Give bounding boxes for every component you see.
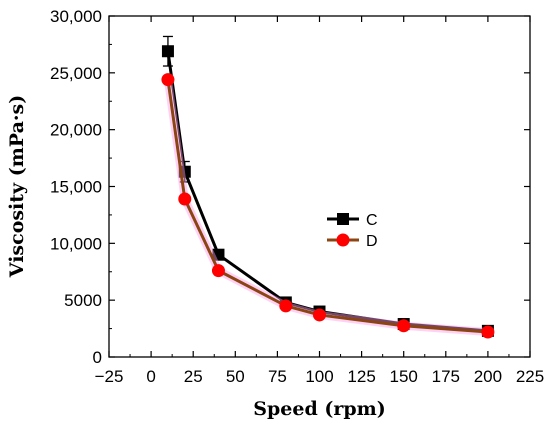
axis-ticks xyxy=(108,15,531,358)
x-tick-label: 75 xyxy=(268,367,287,386)
y-axis-title: Viscosity (mPa·s) xyxy=(6,95,28,278)
y-tick-label: 5000 xyxy=(64,291,102,310)
series-d-shadow xyxy=(163,79,489,336)
x-tick-label: 200 xyxy=(474,367,502,386)
data-point-c xyxy=(161,45,174,58)
x-tick-label: 150 xyxy=(390,367,418,386)
data-point-d xyxy=(178,192,192,206)
legend-label-d: D xyxy=(366,233,378,250)
data-point-d xyxy=(161,73,175,87)
y-tick-label: 0 xyxy=(93,348,102,367)
y-tick-label: 10,000 xyxy=(50,234,102,253)
data-point-d xyxy=(211,264,225,278)
series-layer xyxy=(161,35,495,339)
series-d xyxy=(161,73,495,339)
legend: C D xyxy=(327,212,378,250)
series-c xyxy=(161,35,494,337)
data-point-d xyxy=(313,308,326,322)
data-point-d xyxy=(397,319,411,333)
legend-marker-c xyxy=(337,213,349,225)
data-point-c xyxy=(212,248,225,261)
data-point-d xyxy=(279,299,293,313)
y-tick-label: 15,000 xyxy=(50,178,102,197)
x-tick-label: 125 xyxy=(347,367,375,386)
y-tick-label: 25,000 xyxy=(50,64,102,83)
y-tick-labels: 0 5000 10,000 15,000 20,000 25,000 30,000 xyxy=(50,7,102,367)
x-tick-label: 175 xyxy=(432,367,460,386)
x-tick-label: 25 xyxy=(184,367,203,386)
legend-marker-d xyxy=(336,233,350,247)
y-tick-label: 20,000 xyxy=(50,121,102,140)
x-axis-title: Speed (rpm) xyxy=(253,398,385,420)
y-tick-label: 30,000 xyxy=(50,7,102,26)
series-line-d xyxy=(166,79,489,334)
legend-label-c: C xyxy=(366,212,378,229)
x-tick-label: 50 xyxy=(226,367,245,386)
x-tick-label: 225 xyxy=(516,367,544,386)
x-tick-labels: −25 0 25 50 75 100 125 150 175 200 225 xyxy=(95,367,545,386)
x-tick-label: −25 xyxy=(95,367,124,386)
series-line-c xyxy=(166,51,489,333)
x-tick-label: 100 xyxy=(305,367,333,386)
x-tick-label: 0 xyxy=(146,367,155,386)
data-point-d xyxy=(481,325,495,339)
